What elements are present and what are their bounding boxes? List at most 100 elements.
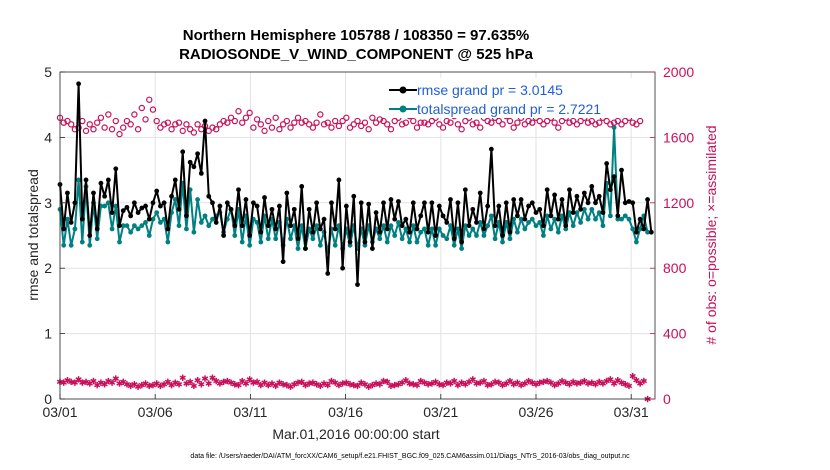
possible-obs-marker <box>380 117 387 125</box>
possible-obs-marker <box>131 111 138 118</box>
y-tick-label-left: 0 <box>44 391 52 407</box>
rmse-point <box>589 184 595 189</box>
totalspread-point <box>552 216 557 222</box>
assimilated-obs-marker <box>354 382 361 390</box>
rmse-point <box>384 226 390 232</box>
y-tick-label-right: 400 <box>663 326 687 342</box>
rmse-point <box>403 216 409 222</box>
possible-obs-marker <box>153 117 160 125</box>
possible-obs-marker <box>235 108 242 115</box>
totalspread-point <box>481 233 487 238</box>
totalspread-point <box>120 223 126 229</box>
assimilated-obs-marker <box>625 382 633 390</box>
rmse-point <box>622 200 628 206</box>
assimilated-obs-marker <box>324 381 331 389</box>
x-tick-label: 03/06 <box>138 404 173 420</box>
assimilated-obs-marker <box>194 376 201 384</box>
totalspread-point <box>146 233 152 238</box>
possible-obs-marker <box>146 96 153 103</box>
rmse-point <box>626 199 632 204</box>
possible-obs-marker <box>469 121 476 128</box>
totalspread-point <box>384 239 390 245</box>
totalspread-point <box>131 223 137 229</box>
rmse-point <box>607 187 613 193</box>
rmse-point <box>503 200 509 206</box>
totalspread-point <box>102 203 108 209</box>
data-file-footnote: data file: /Users/raeder/DAI/ATM_forcXX/… <box>190 453 630 460</box>
assimilated-obs-marker <box>201 375 209 382</box>
rmse-point <box>366 201 372 207</box>
possible-obs-marker <box>346 124 354 131</box>
possible-obs-marker <box>328 124 335 131</box>
totalspread-point <box>206 223 212 229</box>
possible-obs-marker <box>160 121 168 128</box>
possible-obs-marker <box>302 117 309 125</box>
possible-obs-marker <box>90 126 97 133</box>
y-tick-label-left: 1 <box>44 326 52 342</box>
possible-obs-marker <box>358 122 365 130</box>
totalspread-point <box>596 210 602 216</box>
assimilated-obs-marker <box>242 380 250 387</box>
totalspread-point <box>515 229 520 235</box>
possible-obs-marker <box>242 114 250 121</box>
totalspread-point <box>488 213 494 219</box>
totalspread-point <box>299 223 305 229</box>
rmse-point <box>303 246 308 251</box>
totalspread-point <box>533 223 539 229</box>
rmse-point <box>161 200 167 206</box>
totalspread-point <box>422 226 427 232</box>
possible-obs-marker <box>339 117 346 125</box>
rmse-point <box>321 216 327 222</box>
rmse-point <box>481 226 487 232</box>
possible-obs-marker <box>629 119 636 126</box>
totalspread-point <box>626 216 632 222</box>
totalspread-point <box>637 226 643 232</box>
rmse-point <box>485 203 491 209</box>
possible-obs-marker <box>588 117 595 125</box>
y-tick-label-left: 5 <box>44 64 52 80</box>
x-tick-label: 03/31 <box>614 404 649 420</box>
totalspread-point <box>135 226 141 232</box>
rmse-point <box>65 190 70 196</box>
rmse-point <box>604 161 610 166</box>
rmse-point <box>619 167 624 173</box>
possible-obs-marker <box>123 117 131 125</box>
possible-obs-marker <box>179 127 186 135</box>
rmse-point <box>648 229 654 235</box>
rmse-point <box>340 265 346 271</box>
rmse-point <box>254 203 260 209</box>
totalspread-point <box>65 216 70 222</box>
rmse-point <box>213 220 219 225</box>
possible-obs-marker <box>566 119 573 126</box>
rmse-point <box>381 200 386 206</box>
rmse-point <box>474 220 479 225</box>
rmse-point <box>515 213 520 219</box>
possible-obs-marker <box>417 119 424 126</box>
totalspread-point <box>117 239 122 245</box>
rmse-point <box>611 174 617 180</box>
possible-obs-marker <box>484 117 491 125</box>
possible-obs-marker <box>227 114 235 121</box>
totalspread-point <box>589 206 595 212</box>
rmse-point <box>358 200 364 206</box>
totalspread-point <box>459 246 465 251</box>
rmse-point <box>407 229 412 235</box>
totalspread-point <box>619 216 624 222</box>
totalspread-point <box>425 242 431 248</box>
rmse-point <box>511 197 517 202</box>
chart-title-line2: RADIOSONDE_V_WIND_COMPONENT @ 525 hPa <box>179 46 534 63</box>
totalspread-point <box>109 226 115 232</box>
assimilated-obs-marker <box>108 379 116 386</box>
rmse-point <box>146 216 152 222</box>
totalspread-point <box>522 226 528 232</box>
rmse-point <box>150 200 156 206</box>
possible-obs-marker <box>622 117 629 125</box>
rmse-point <box>232 223 238 229</box>
totalspread-point <box>381 223 386 229</box>
rmse-point <box>570 210 576 216</box>
totalspread-point <box>143 220 148 225</box>
totalspread-point <box>537 220 543 225</box>
totalspread-point <box>273 236 279 242</box>
totalspread-point <box>124 223 130 229</box>
totalspread-point <box>541 233 546 238</box>
